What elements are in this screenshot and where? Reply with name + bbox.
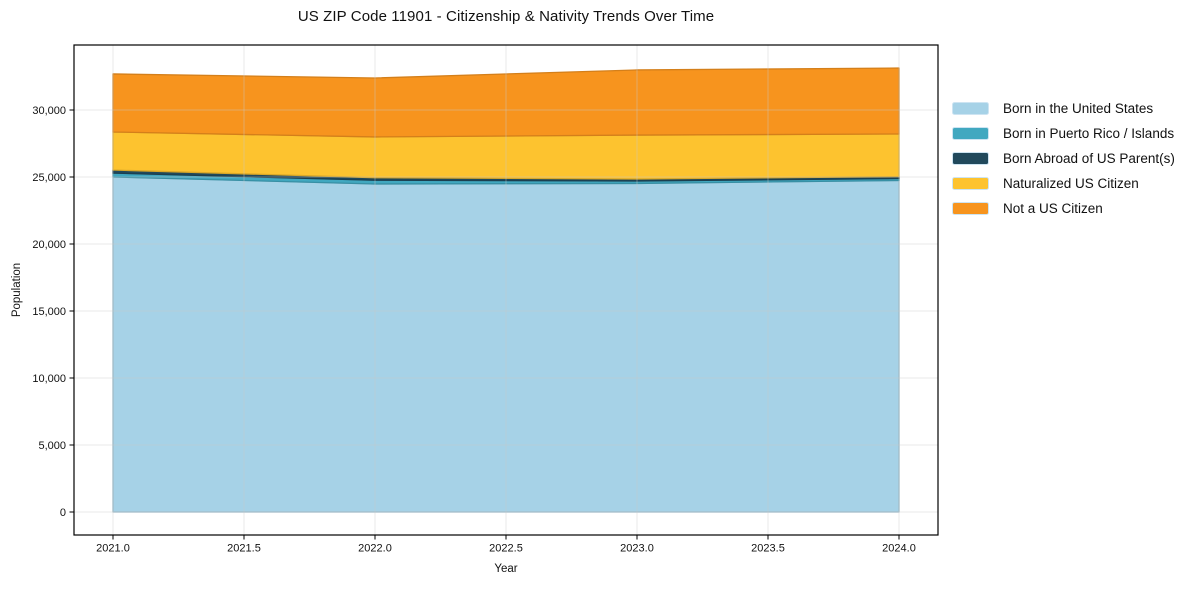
y-tick-label: 20,000 [32,239,66,251]
legend-label: Born in Puerto Rico / Islands [1003,126,1175,141]
x-axis-label: Year [494,563,518,575]
y-tick-label: 5,000 [38,440,66,452]
legend-item-4: Not a US Citizen [952,202,1175,215]
y-tick-label: 0 [60,507,66,519]
legend-label: Not a US Citizen [1003,201,1103,216]
chart-title: US ZIP Code 11901 - Citizenship & Nativi… [297,8,715,25]
legend-item-0: Born in the United States [952,102,1175,115]
legend-label: Naturalized US Citizen [1003,176,1139,191]
y-tick-label: 10,000 [32,373,66,385]
x-tick-label: 2021.5 [227,543,261,555]
legend-label: Born Abroad of US Parent(s) [1003,151,1175,166]
y-tick-label: 30,000 [32,105,66,117]
legend-item-1: Born in Puerto Rico / Islands [952,127,1175,140]
y-tick-label: 15,000 [32,306,66,318]
legend-swatch [952,152,989,165]
legend-swatch [952,177,989,190]
area-series-4 [112,67,900,138]
legend-item-2: Born Abroad of US Parent(s) [952,152,1175,165]
x-tick-label: 2021.0 [96,543,130,555]
x-tick-label: 2023.5 [751,543,785,555]
legend-label: Born in the United States [1003,101,1154,116]
x-tick-label: 2022.5 [489,543,523,555]
legend-swatch [952,102,989,115]
legend: Born in the United States Born in Puerto … [952,102,1175,215]
legend-item-3: Naturalized US Citizen [952,177,1175,190]
x-tick-label: 2022.0 [358,543,392,555]
y-axis-label: Population [11,262,23,318]
y-tick-label: 25,000 [32,172,66,184]
x-tick-label: 2023.0 [620,543,654,555]
x-tick-label: 2024.0 [882,543,916,555]
legend-swatch [952,127,989,140]
legend-swatch [952,202,989,215]
